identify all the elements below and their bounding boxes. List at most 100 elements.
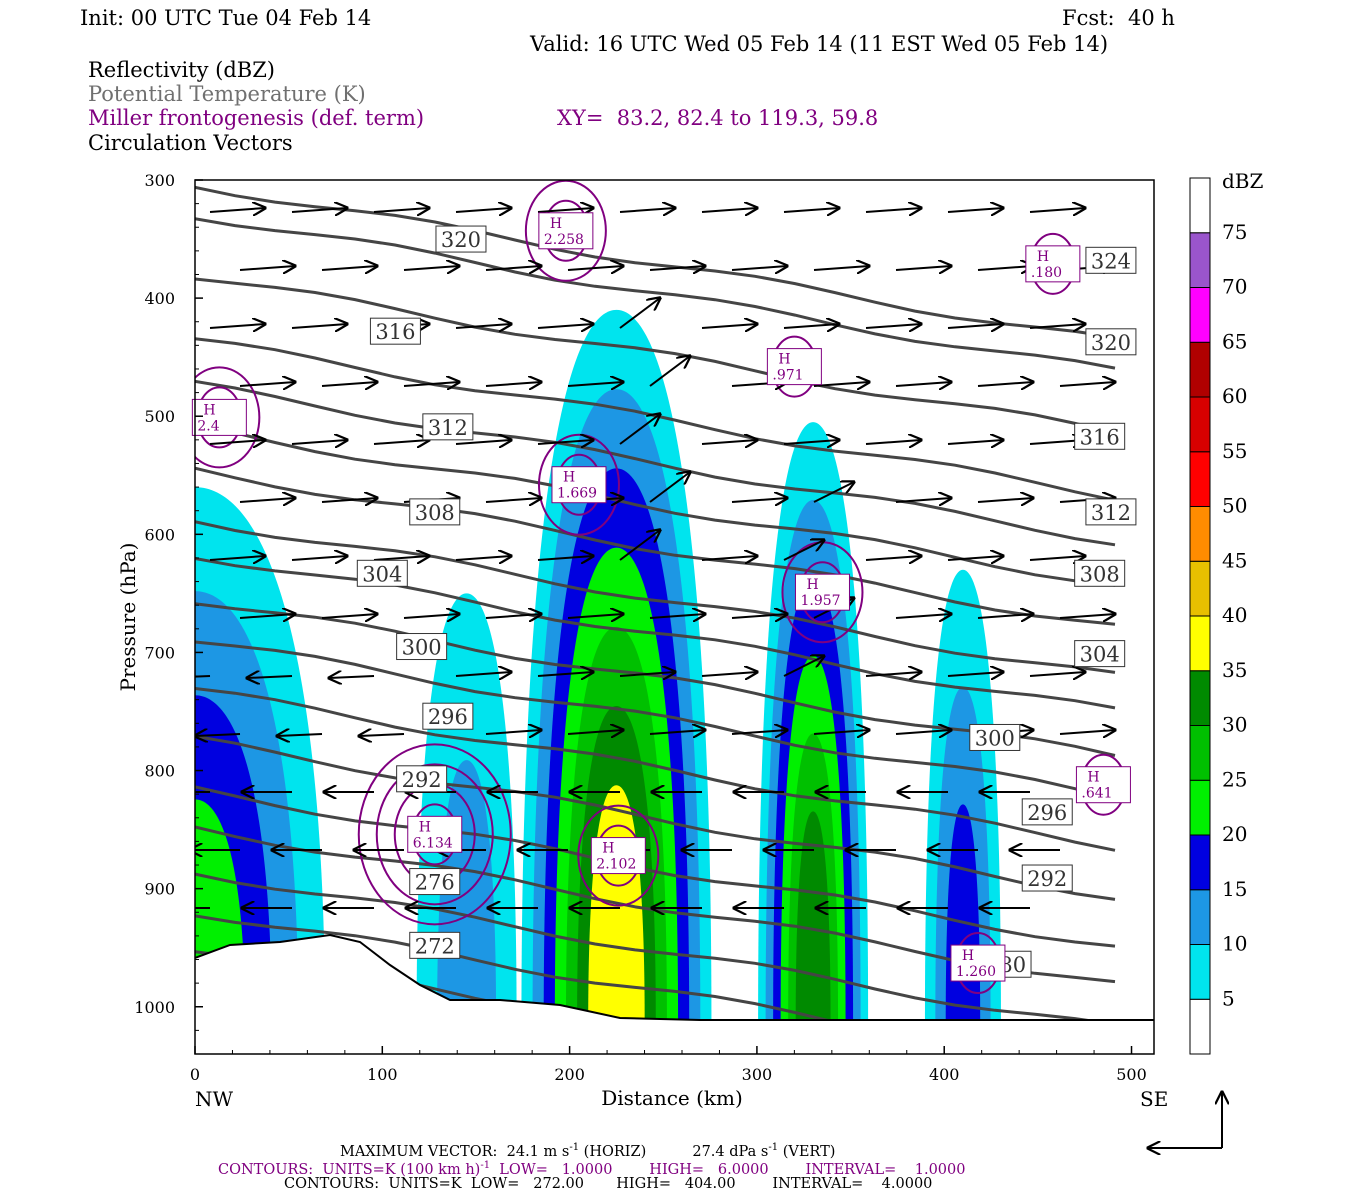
frontogenesis-max-value: 1.669 — [557, 486, 597, 502]
circulation-vector — [947, 556, 1003, 560]
circulation-vector — [865, 556, 921, 560]
circulation-vector — [247, 676, 293, 678]
circulation-vector — [291, 324, 347, 328]
isentrope-label-box — [969, 723, 1021, 751]
circulation-vector — [895, 730, 951, 734]
circulation-vector — [291, 556, 347, 560]
circulation-vector — [373, 440, 429, 444]
colorbar-label: 50 — [1222, 494, 1247, 518]
isentrope-label: 304 — [362, 562, 402, 586]
isentrope — [195, 277, 1116, 435]
circulation-vector — [321, 382, 377, 386]
circulation-vector — [209, 208, 265, 212]
circulation-vector — [731, 730, 787, 734]
circulation-vector — [239, 498, 295, 502]
colorbar-swatch — [1189, 341, 1211, 398]
circulation-vector — [977, 498, 1033, 502]
isentrope-label: 292 — [402, 768, 442, 792]
isentrope — [195, 520, 1116, 674]
circulation-vector — [195, 675, 211, 678]
circulation-vector — [783, 656, 824, 677]
circulation-vector — [321, 614, 377, 618]
y-tick-label: 1000 — [134, 998, 175, 1017]
colorbar-label: 10 — [1222, 932, 1247, 956]
isentrope-label: 296 — [428, 705, 468, 729]
frontogenesis-max-value: 2.4 — [197, 418, 219, 434]
colorbar-label: 30 — [1222, 713, 1247, 737]
circulation-vector — [485, 730, 541, 734]
circulation-vector — [783, 440, 839, 444]
frontogenesis-max-box — [766, 348, 822, 386]
circulation-vector — [977, 614, 1033, 618]
circulation-vector — [731, 266, 787, 270]
circulation-vector — [209, 324, 265, 328]
circulation-vector — [209, 556, 265, 560]
circulation-vector — [649, 266, 705, 270]
circulation-vector — [537, 324, 593, 328]
circulation-vector — [865, 672, 921, 676]
legend-miller-frontogenesis: Miller frontogenesis (def. term) — [88, 106, 425, 130]
colorbar-label: 20 — [1222, 822, 1247, 846]
circulation-vector — [947, 672, 1003, 676]
isentrope-label: 308 — [415, 501, 455, 525]
frontogenesis-max-box — [1025, 245, 1081, 283]
circulation-vector — [895, 498, 951, 502]
frontogenesis-max-box — [590, 837, 646, 875]
circulation-vector — [865, 208, 921, 212]
colorbar-swatch — [1189, 779, 1211, 836]
circulation-vector — [813, 730, 869, 734]
circulation-vector — [1029, 672, 1085, 676]
isentrope-label: 316 — [1080, 425, 1120, 449]
frontogenesis-max-box — [191, 398, 247, 436]
potential-temperature-contours — [195, 185, 1116, 1054]
x-tick-label: 500 — [1116, 1065, 1147, 1084]
frontogenesis-max-value: 2.102 — [596, 857, 636, 873]
circulation-vector — [1029, 208, 1085, 212]
circulation-vector — [567, 266, 623, 270]
colorbar-swatch — [1189, 451, 1211, 507]
colorbar-label: 5 — [1222, 986, 1235, 1010]
circulation-vector — [895, 382, 951, 386]
isentrope — [195, 734, 1116, 901]
colorbar-swatch — [1189, 834, 1211, 891]
frontogenesis-max-marker: H — [806, 577, 818, 593]
isentrope-label-box — [396, 765, 448, 793]
isentrope-label-box — [1074, 640, 1126, 668]
isentrope-label-box — [409, 931, 461, 959]
isentrope-label: 308 — [1080, 562, 1120, 586]
x-tick-label: 0 — [190, 1065, 200, 1084]
isentrope-label-box — [1074, 422, 1126, 450]
circulation-vector — [567, 614, 623, 618]
isentrope-label-box — [1021, 798, 1073, 826]
circulation-vector — [537, 556, 593, 560]
frontogenesis-max-box — [538, 212, 594, 250]
circulation-vector — [619, 414, 660, 445]
frontogenesis-max-value: 1.957 — [800, 593, 840, 609]
frontogenesis-max-marker: H — [203, 402, 215, 418]
circulation-vector — [947, 440, 1003, 444]
reflectivity-30-dbz-area — [795, 811, 831, 1021]
circulation-vector — [701, 440, 757, 444]
isentrope-label: 272 — [415, 934, 455, 958]
isentrope-label-box — [1085, 328, 1137, 356]
colorbar-swatch — [1189, 560, 1211, 617]
circulation-vector — [455, 208, 511, 212]
circulation-vector — [485, 382, 541, 386]
isentrope-label-box — [356, 559, 408, 587]
circulation-vector — [649, 472, 690, 503]
isentrope-label: 292 — [1027, 867, 1067, 891]
frontogenesis-max-marker: H — [419, 819, 431, 835]
isentrope — [195, 602, 1116, 757]
circulation-vector — [1059, 730, 1115, 734]
circulation-vector — [403, 614, 459, 618]
circulation-vector — [403, 382, 459, 386]
frontogenesis-contour — [537, 433, 620, 536]
terrain-mask — [195, 935, 1154, 1054]
frontogenesis-max-box — [950, 944, 1006, 982]
circulation-vector — [701, 324, 757, 328]
isentrope-label: 312 — [428, 416, 468, 440]
circulation-vector — [373, 556, 429, 560]
colorbar-label: 35 — [1222, 658, 1247, 682]
x-axis-title: Distance (km) — [601, 1086, 743, 1110]
